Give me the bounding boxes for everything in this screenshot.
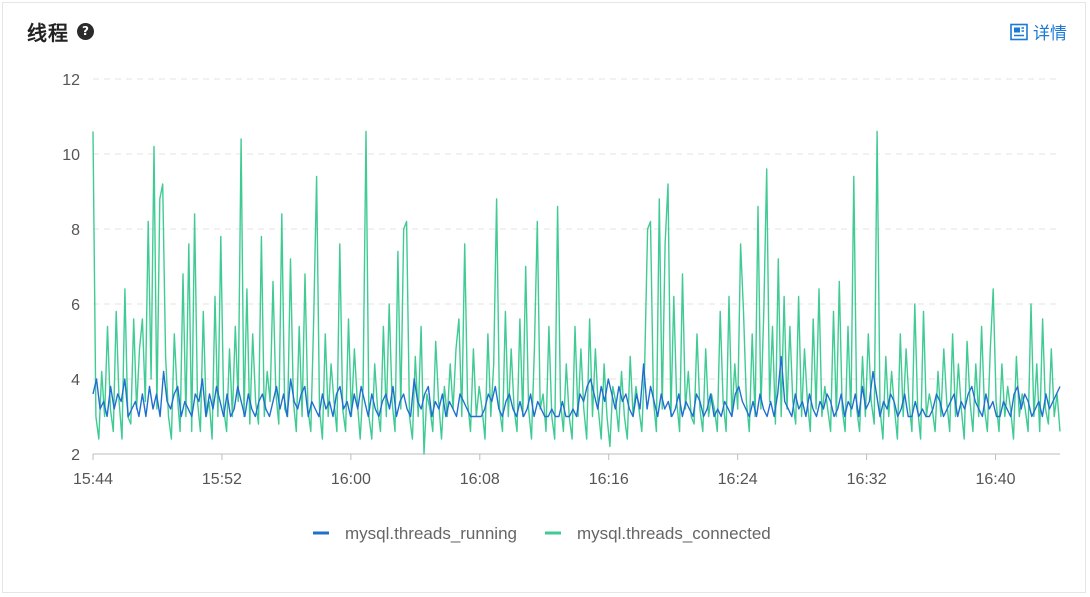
panel-title: 线程	[27, 20, 69, 45]
x-tick-label: 16:40	[976, 471, 1016, 488]
y-tick-label: 10	[62, 147, 80, 164]
panel-header: 线程 ?	[27, 17, 94, 45]
legend-item-label[interactable]: mysql.threads_running	[345, 524, 517, 543]
y-tick-label: 12	[62, 72, 80, 89]
x-tick-label: 16:16	[589, 471, 629, 488]
chart-legend[interactable]: mysql.threads_running mysql.threads_conne…	[313, 524, 771, 543]
y-axis-ticks: 2 4 6 8 10 12	[62, 72, 80, 464]
detail-panel-icon	[1010, 23, 1028, 40]
x-axis-ticks: 15:44 15:52 16:00 16:08 16:16 16:24 16:32 16:40	[73, 454, 1016, 488]
y-tick-label: 2	[71, 447, 80, 464]
series-lines	[92, 130, 1061, 455]
x-tick-label: 16:24	[718, 471, 758, 488]
x-tick-label: 15:52	[202, 471, 242, 488]
detail-label: 详情	[1033, 24, 1067, 44]
series-line-mysql-threads-connected[interactable]	[92, 130, 1061, 455]
x-tick-label: 16:00	[331, 471, 371, 488]
series-line-mysql-threads-running[interactable]	[92, 355, 1061, 418]
x-tick-label: 15:44	[73, 471, 113, 488]
x-tick-label: 16:08	[460, 471, 500, 488]
x-tick-label: 16:32	[847, 471, 887, 488]
y-tick-label: 6	[71, 297, 80, 314]
y-tick-label: 8	[71, 222, 80, 239]
detail-button[interactable]: 详情	[1010, 19, 1067, 44]
y-tick-label: 4	[71, 372, 80, 389]
legend-item-label[interactable]: mysql.threads_connected	[577, 524, 771, 543]
help-icon[interactable]: ?	[77, 22, 94, 40]
